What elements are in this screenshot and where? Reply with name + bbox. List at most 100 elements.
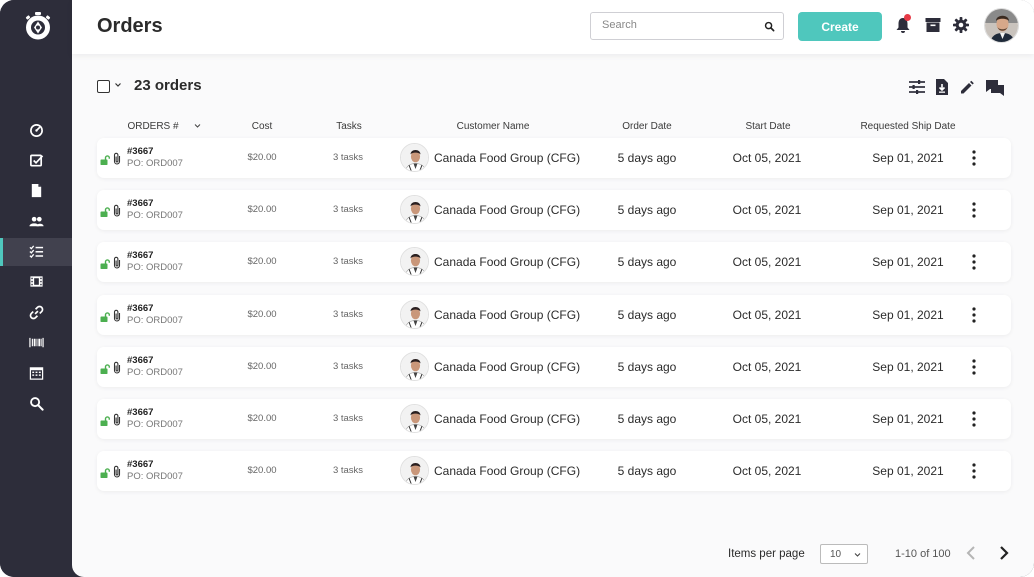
- paperclip-icon[interactable]: [113, 361, 121, 374]
- customer-avatar: [400, 403, 429, 433]
- sidebar-nav: [0, 116, 72, 420]
- table-row[interactable]: #3667 PO: ORD007 $20.00 3 tasks Canada F…: [97, 242, 1011, 283]
- column-header-cost[interactable]: Cost: [251, 121, 273, 132]
- stopwatch-logo-icon[interactable]: [24, 12, 52, 40]
- order-tasks[interactable]: 3 tasks: [332, 308, 364, 320]
- start-date: Oct 05, 2021: [732, 359, 802, 374]
- sidebar-item-dashboard[interactable]: [0, 116, 72, 144]
- table-row[interactable]: #3667 PO: ORD007 $20.00 3 tasks Canada F…: [97, 451, 1011, 492]
- customer-name[interactable]: Canada Food Group (CFG): [434, 203, 581, 218]
- more-options-icon[interactable]: [968, 253, 980, 271]
- customer-avatar: [400, 247, 429, 277]
- archive-icon: [925, 18, 941, 32]
- notifications-button[interactable]: [894, 14, 912, 34]
- column-header-ship-date[interactable]: Requested Ship Date: [860, 121, 956, 132]
- settings-button[interactable]: [952, 16, 970, 34]
- column-header-tasks[interactable]: Tasks: [336, 121, 362, 132]
- search-icon[interactable]: [764, 21, 775, 32]
- top-bar: Orders Create: [72, 0, 1034, 54]
- select-all-checkbox[interactable]: [97, 80, 110, 93]
- more-options-icon[interactable]: [968, 410, 980, 428]
- sidebar-item-calendar[interactable]: [0, 359, 72, 387]
- more-options-icon[interactable]: [968, 462, 980, 480]
- order-cost: $20.00: [247, 204, 277, 216]
- prev-page-icon[interactable]: [964, 545, 978, 561]
- customer-name[interactable]: Canada Food Group (CFG): [434, 151, 581, 165]
- customer-name[interactable]: Canada Food Group (CFG): [434, 255, 581, 270]
- archive-button[interactable]: [924, 16, 942, 34]
- search-box[interactable]: [590, 12, 784, 40]
- more-options-icon[interactable]: [968, 201, 980, 219]
- page-title: Orders: [97, 15, 163, 37]
- sidebar-item-tasks[interactable]: [0, 146, 72, 174]
- order-tasks[interactable]: 3 tasks: [332, 360, 364, 372]
- start-date: Oct 05, 2021: [732, 464, 802, 479]
- chevron-down-icon[interactable]: [114, 81, 122, 89]
- sidebar-item-users[interactable]: [0, 207, 72, 235]
- user-avatar[interactable]: [984, 8, 1019, 43]
- paperclip-icon[interactable]: [113, 465, 121, 478]
- paperclip-icon[interactable]: [113, 256, 121, 269]
- customer-name[interactable]: Canada Food Group (CFG): [434, 359, 581, 374]
- sidebar-item-search[interactable]: [0, 390, 72, 418]
- next-page-icon[interactable]: [997, 545, 1011, 561]
- column-header-customer[interactable]: Customer Name: [456, 121, 530, 132]
- column-header-start-date[interactable]: Start Date: [745, 121, 791, 132]
- order-number[interactable]: #3667: [127, 250, 154, 262]
- sidebar-item-media[interactable]: [0, 268, 72, 296]
- sidebar-item-documents[interactable]: [0, 177, 72, 205]
- order-tasks[interactable]: 3 tasks: [332, 465, 364, 477]
- items-per-page-select[interactable]: 10: [820, 544, 868, 564]
- unlock-icon: [100, 468, 110, 479]
- sidebar-item-barcodes[interactable]: [0, 329, 72, 357]
- more-options-icon[interactable]: [968, 306, 980, 324]
- order-number[interactable]: #3667: [127, 198, 154, 210]
- table-row[interactable]: #3667 PO: ORD007 $20.00 3 tasks Canada F…: [97, 190, 1011, 231]
- chat-icon[interactable]: [985, 79, 1005, 97]
- table-row[interactable]: #3667 PO: ORD007 $20.00 3 tasks Canada F…: [97, 294, 1011, 335]
- more-options-icon[interactable]: [968, 149, 980, 167]
- notification-dot: [904, 14, 911, 21]
- items-per-page-value: 10: [830, 549, 842, 560]
- customer-name[interactable]: Canada Food Group (CFG): [434, 307, 581, 322]
- create-button[interactable]: Create: [798, 12, 882, 41]
- search-input[interactable]: [602, 19, 752, 31]
- sidebar-item-links[interactable]: [0, 298, 72, 326]
- table-row[interactable]: #3667 PO: ORD007 $20.00 3 tasks Canada F…: [97, 398, 1011, 439]
- page-range: 1-10 of 100: [895, 548, 951, 560]
- order-date: 5 days ago: [617, 151, 677, 165]
- order-tasks[interactable]: 3 tasks: [332, 256, 364, 268]
- link-icon: [29, 305, 43, 320]
- order-number[interactable]: #3667: [127, 354, 154, 366]
- sidebar-item-orders[interactable]: [0, 237, 72, 266]
- paperclip-icon[interactable]: [113, 152, 121, 165]
- table-row[interactable]: #3667 PO: ORD007 $20.00 3 tasks Canada F…: [97, 346, 1011, 387]
- order-tasks[interactable]: 3 tasks: [332, 204, 364, 216]
- order-cost: $20.00: [247, 256, 277, 268]
- order-date: 5 days ago: [617, 203, 677, 218]
- edit-icon[interactable]: [958, 78, 976, 96]
- order-date: 5 days ago: [617, 411, 677, 426]
- customer-name[interactable]: Canada Food Group (CFG): [434, 411, 581, 426]
- order-number[interactable]: #3667: [127, 459, 154, 471]
- order-number[interactable]: #3667: [127, 302, 154, 314]
- column-header-order-date[interactable]: Order Date: [622, 121, 672, 132]
- paperclip-icon[interactable]: [113, 309, 121, 322]
- requested-ship-date: Sep 01, 2021: [872, 307, 944, 322]
- sliders-icon[interactable]: [908, 78, 926, 96]
- order-tasks[interactable]: 3 tasks: [332, 412, 364, 424]
- paperclip-icon[interactable]: [113, 204, 121, 217]
- paperclip-icon[interactable]: [113, 413, 121, 426]
- order-number[interactable]: #3667: [127, 406, 154, 418]
- order-number[interactable]: #3667: [127, 146, 154, 157]
- more-options-icon[interactable]: [968, 358, 980, 376]
- table-row[interactable]: #3667 PO: ORD007 $20.00 3 tasks Canada F…: [97, 138, 1011, 178]
- sort-chevron-icon[interactable]: [194, 123, 201, 129]
- bell-icon: [896, 18, 910, 33]
- download-icon[interactable]: [933, 78, 951, 96]
- order-cost: $20.00: [247, 465, 277, 477]
- order-tasks[interactable]: 3 tasks: [332, 152, 364, 163]
- sidebar: [0, 0, 72, 577]
- customer-name[interactable]: Canada Food Group (CFG): [434, 464, 581, 479]
- column-header-orders[interactable]: ORDERS #: [127, 121, 178, 132]
